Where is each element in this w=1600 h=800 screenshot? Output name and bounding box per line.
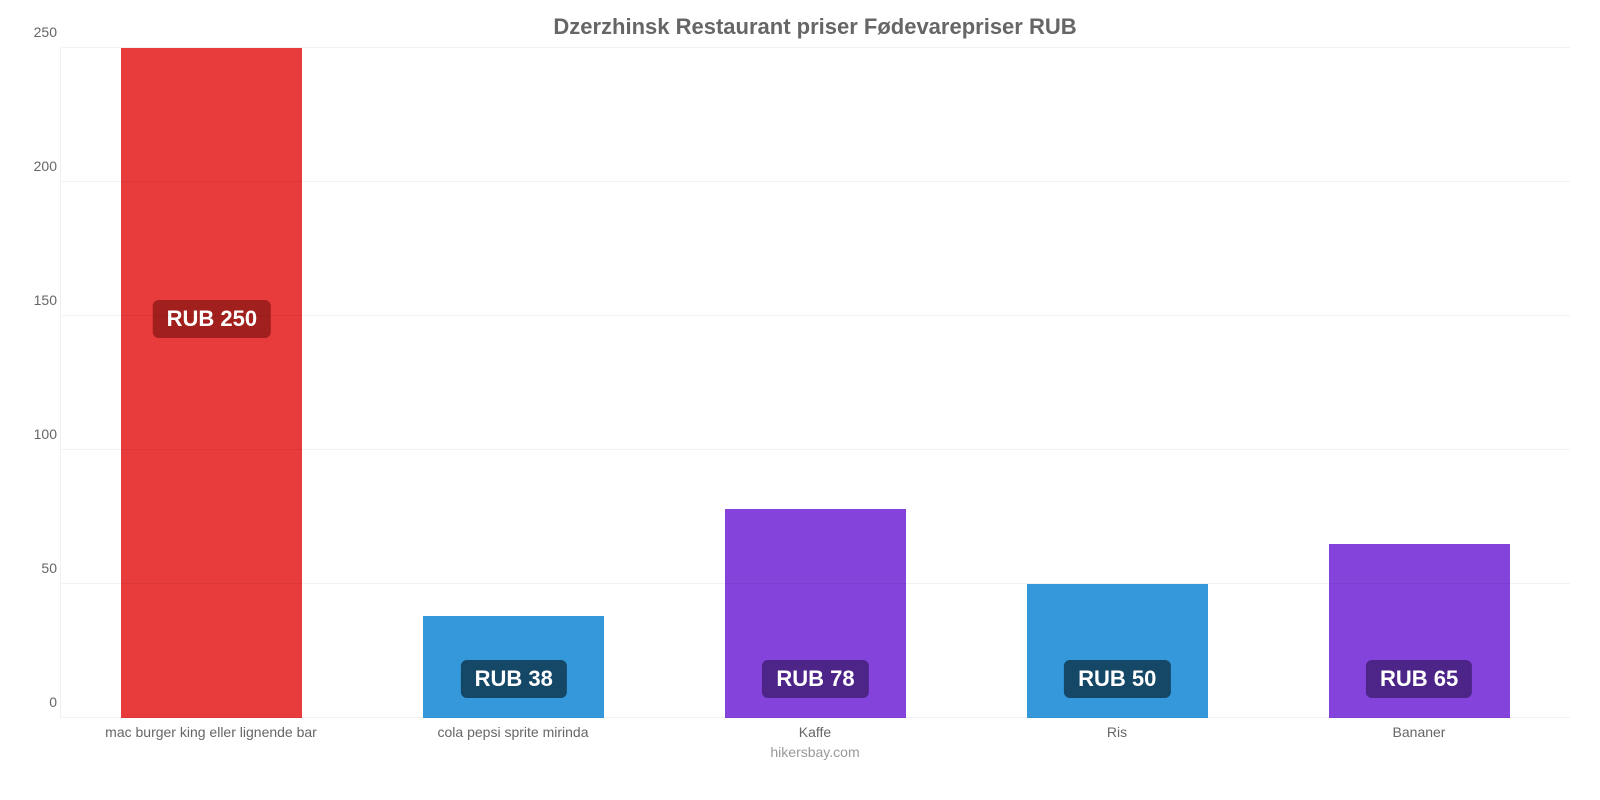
bar: RUB 65	[1329, 544, 1510, 718]
grid-line	[61, 717, 1570, 718]
bar-slot: RUB 38	[363, 616, 665, 718]
chart-title: Dzerzhinsk Restaurant priser Fødevarepri…	[60, 14, 1570, 40]
x-tick-label: Ris	[966, 724, 1268, 740]
bar: RUB 78	[725, 509, 906, 718]
grid-line	[61, 181, 1570, 182]
bar: RUB 250	[121, 48, 302, 718]
chart-footer: hikersbay.com	[60, 744, 1570, 760]
value-badge: RUB 50	[1064, 660, 1170, 698]
grid-line	[61, 47, 1570, 48]
x-tick-label: mac burger king eller lignende bar	[60, 724, 362, 740]
value-badge: RUB 38	[461, 660, 567, 698]
value-badge: RUB 250	[153, 300, 271, 338]
y-tick-label: 200	[17, 158, 57, 174]
x-axis-labels: mac burger king eller lignende barcola p…	[60, 724, 1570, 740]
x-tick-label: Kaffe	[664, 724, 966, 740]
plot-area: RUB 250RUB 38RUB 78RUB 50RUB 65 05010015…	[60, 48, 1570, 718]
grid-line	[61, 315, 1570, 316]
y-tick-label: 250	[17, 24, 57, 40]
bar-slot: RUB 50	[966, 584, 1268, 718]
bars-container: RUB 250 RUB 38 RUB 78 RUB 50 RUB 65	[61, 48, 1570, 718]
value-badge: RUB 65	[1366, 660, 1472, 698]
grid-line	[61, 583, 1570, 584]
bar-slot: RUB 250	[61, 48, 363, 718]
bar-slot: RUB 78	[665, 509, 967, 718]
x-tick-label: Bananer	[1268, 724, 1570, 740]
grid-line	[61, 449, 1570, 450]
y-tick-label: 50	[17, 560, 57, 576]
x-tick-label: cola pepsi sprite mirinda	[362, 724, 664, 740]
bar-chart: Dzerzhinsk Restaurant priser Fødevarepri…	[0, 0, 1600, 800]
bar: RUB 38	[423, 616, 604, 718]
y-tick-label: 100	[17, 426, 57, 442]
bar: RUB 50	[1027, 584, 1208, 718]
y-tick-label: 0	[17, 694, 57, 710]
bar-slot: RUB 65	[1268, 544, 1570, 718]
value-badge: RUB 78	[762, 660, 868, 698]
y-tick-label: 150	[17, 292, 57, 308]
